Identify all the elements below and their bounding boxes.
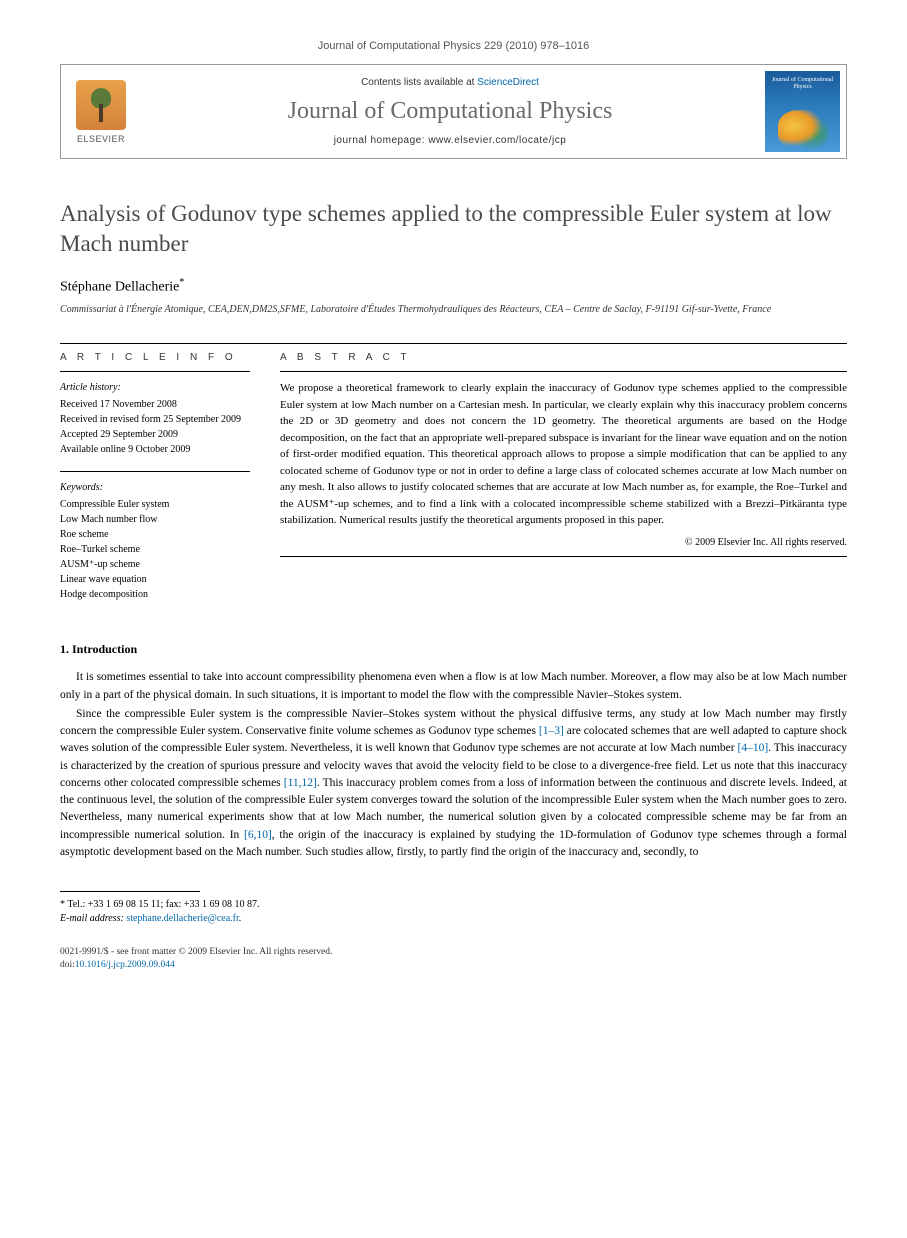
divider-top [60,343,847,344]
keyword: Compressible Euler system [60,497,250,512]
contents-available: Contents lists available at ScienceDirec… [361,77,539,88]
abstract-divider-bottom [280,556,847,557]
email-link[interactable]: stephane.dellacherie@cea.fr [126,913,238,924]
corresponding-author-footnote: * Tel.: +33 1 69 08 15 11; fax: +33 1 69… [60,898,847,926]
abstract-text: We propose a theoretical framework to cl… [280,380,847,529]
sciencedirect-link[interactable]: ScienceDirect [477,77,539,88]
footnote-email-line: E-mail address: stephane.dellacherie@cea… [60,912,847,926]
reference-link[interactable]: [6,10] [244,829,272,841]
author-text: Stéphane Dellacherie [60,279,179,294]
footnote-tel: * Tel.: +33 1 69 08 15 11; fax: +33 1 69… [60,898,847,912]
history-online: Available online 9 October 2009 [60,442,250,457]
affiliation: Commissariat à l'Énergie Atomique, CEA,D… [60,303,847,317]
bottom-metadata: 0021-9991/$ - see front matter © 2009 El… [60,946,847,973]
intro-paragraph-2: Since the compressible Euler system is t… [60,706,847,861]
elsevier-logo[interactable]: ELSEVIER [61,65,141,158]
email-label: E-mail address: [60,913,124,924]
cover-art-icon [778,110,828,150]
keyword: Hodge decomposition [60,587,250,602]
info-abstract-row: A R T I C L E I N F O Article history: R… [60,352,847,616]
journal-reference: Journal of Computational Physics 229 (20… [60,40,847,52]
author-marker: * [179,277,184,288]
history-accepted: Accepted 29 September 2009 [60,427,250,442]
history-title: Article history: [60,380,250,395]
journal-cover-thumbnail[interactable]: Journal of Computational Physics [765,71,840,152]
article-info-column: A R T I C L E I N F O Article history: R… [60,352,250,616]
contents-prefix: Contents lists available at [361,77,477,88]
elsevier-label: ELSEVIER [77,134,125,144]
doi-prefix: doi: [60,960,75,970]
header-center: Contents lists available at ScienceDirec… [141,65,759,158]
intro-paragraph-1: It is sometimes essential to take into a… [60,669,847,704]
homepage-url[interactable]: www.elsevier.com/locate/jcp [428,135,566,146]
reference-link[interactable]: [11,12] [284,777,317,789]
journal-name: Journal of Computational Physics [288,98,613,125]
keywords-block: Keywords: Compressible Euler system Low … [60,480,250,602]
article-history: Article history: Received 17 November 20… [60,380,250,457]
author-name: Stéphane Dellacherie* [60,277,847,296]
doi-line: doi:10.1016/j.jcp.2009.09.044 [60,959,847,972]
homepage-line: journal homepage: www.elsevier.com/locat… [334,135,567,146]
keyword: AUSM⁺-up scheme [60,557,250,572]
abstract-column: A B S T R A C T We propose a theoretical… [280,352,847,616]
keywords-title: Keywords: [60,480,250,495]
history-received: Received 17 November 2008 [60,397,250,412]
section-heading-introduction: 1. Introduction [60,642,847,657]
reference-link[interactable]: [1–3] [539,725,564,737]
journal-header-box: ELSEVIER Contents lists available at Sci… [60,64,847,159]
keywords-divider [60,471,250,472]
abstract-divider [280,371,847,372]
keyword: Roe scheme [60,527,250,542]
front-matter-line: 0021-9991/$ - see front matter © 2009 El… [60,946,847,959]
keyword: Roe–Turkel scheme [60,542,250,557]
article-title: Analysis of Godunov type schemes applied… [60,199,847,259]
reference-link[interactable]: [4–10] [738,742,769,754]
history-revised: Received in revised form 25 September 20… [60,412,250,427]
article-info-label: A R T I C L E I N F O [60,352,250,363]
homepage-prefix: journal homepage: [334,135,429,146]
doi-link[interactable]: 10.1016/j.jcp.2009.09.044 [75,960,175,970]
abstract-copyright: © 2009 Elsevier Inc. All rights reserved… [280,537,847,548]
email-suffix: . [239,913,242,924]
cover-title: Journal of Computational Physics [765,77,840,90]
footnote-divider [60,891,200,892]
info-divider [60,371,250,372]
keyword: Low Mach number flow [60,512,250,527]
keyword: Linear wave equation [60,572,250,587]
elsevier-tree-icon [76,80,126,130]
abstract-label: A B S T R A C T [280,352,847,363]
